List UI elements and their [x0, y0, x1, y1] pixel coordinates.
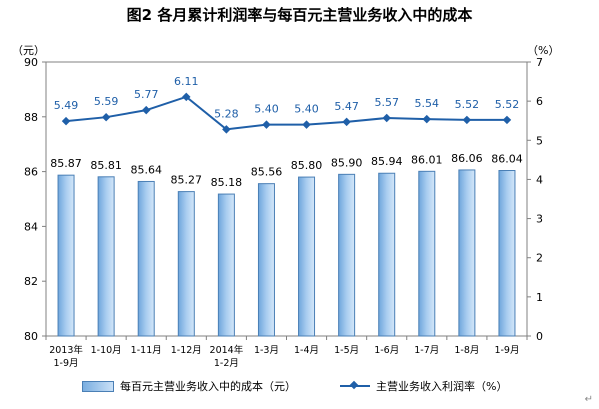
profit-rate-label: 5.52 [455, 98, 480, 111]
x-axis-category-label: 2013年 [49, 344, 83, 356]
left-axis-tick-label: 88 [24, 111, 38, 124]
cost-bar-label: 86.06 [451, 152, 483, 165]
profit-rate-point [262, 120, 271, 129]
legend-item-cost: 每百元主营业务收入中的成本（元） [82, 378, 296, 394]
x-axis-category-label: 1-6月 [374, 345, 399, 356]
cost-bar-label: 85.81 [90, 159, 122, 172]
cost-bar [418, 170, 436, 337]
profit-rate-label: 5.57 [374, 96, 399, 109]
profit-rate-point [462, 115, 472, 125]
left-axis-tick-label: 80 [24, 330, 38, 343]
right-axis-tick-label: 0 [536, 330, 543, 343]
profit-rate-point [382, 113, 391, 123]
left-axis-tick-label: 90 [24, 56, 38, 69]
profit-rate-label: 5.54 [415, 97, 440, 110]
cost-bar-label: 85.18 [211, 176, 243, 189]
right-axis-tick-label: 7 [536, 56, 543, 69]
cost-bar [137, 180, 155, 337]
right-axis-tick-label: 5 [536, 134, 543, 147]
profit-rate-point [222, 125, 231, 134]
x-axis-category-label: 1-12月 [171, 345, 202, 356]
profit-rate-label: 5.52 [495, 98, 520, 111]
legend-item-profit-rate: 主营业务收入利润率（%） [340, 378, 507, 394]
cost-bar-label: 85.87 [50, 157, 82, 170]
profit-rate-point [61, 116, 71, 126]
right-axis-tick-label: 4 [536, 173, 543, 186]
x-axis-category-label: 2014年 [210, 344, 244, 356]
cost-bar-label: 86.04 [491, 153, 523, 166]
cost-bar [298, 176, 316, 337]
cost-bar [498, 170, 516, 337]
cost-bar-label: 85.94 [371, 155, 403, 168]
left-axis-tick-label: 82 [24, 275, 38, 288]
cost-bar-label: 85.27 [171, 174, 203, 187]
profit-rate-point [302, 120, 311, 129]
profit-rate-point [502, 115, 512, 125]
cost-bar [97, 176, 115, 337]
x-axis-category-label: 1-11月 [131, 345, 162, 356]
profit-rate-label: 5.47 [334, 100, 359, 113]
x-axis-category-label: 1-9月 [54, 358, 79, 369]
legend-label-cost: 每百元主营业务收入中的成本（元） [120, 380, 296, 393]
cost-bar [378, 172, 396, 337]
cost-bar [257, 183, 275, 337]
profit-rate-label: 5.40 [254, 103, 279, 116]
x-axis-category-label: 1-8月 [454, 345, 479, 356]
cost-bar-label: 86.01 [411, 153, 443, 166]
cost-bar [177, 191, 195, 337]
profit-rate-label: 5.49 [54, 99, 79, 112]
right-axis-tick-label: 6 [536, 95, 543, 108]
profit-rate-point [101, 112, 111, 122]
chart-title: 图2 各月累计利润率与每百元主营业务收入中的成本 [126, 6, 473, 24]
profit-rate-label: 6.11 [174, 75, 199, 88]
return-mark: ↵ [584, 394, 593, 405]
profit-rate-label: 5.40 [294, 103, 319, 116]
left-axis-tick-label: 86 [24, 166, 38, 179]
cost-bar [458, 169, 476, 337]
cost-bar [217, 193, 235, 337]
cost-bar-label: 85.56 [251, 166, 283, 179]
x-axis-category-label: 1-10月 [91, 345, 122, 356]
cost-bar [57, 174, 75, 337]
profit-rate-label: 5.28 [214, 107, 239, 120]
left-axis-tick-label: 84 [24, 220, 38, 233]
right-axis-tick-label: 2 [536, 252, 543, 265]
right-axis-tick-label: 1 [536, 291, 543, 304]
x-axis-category-label: 1-4月 [294, 345, 319, 356]
x-axis-category-label: 1-3月 [254, 345, 279, 356]
profit-rate-label: 5.59 [94, 95, 119, 108]
cost-bar-label: 85.90 [331, 156, 363, 169]
profit-rate-point [342, 117, 351, 127]
profit-rate-point [422, 114, 432, 124]
cost-bar-label: 85.64 [130, 163, 162, 176]
left-axis-unit: （元） [12, 44, 45, 57]
legend-line-swatch [340, 381, 370, 391]
cost-bar-label: 85.80 [291, 159, 323, 172]
profit-rate-point [182, 92, 191, 102]
x-axis-category-label: 1-9月 [494, 345, 519, 356]
x-axis-category-label: 1-5月 [334, 345, 359, 356]
profit-rate-line [65, 95, 507, 131]
cost-bar [338, 173, 356, 337]
right-axis-unit: （%） [527, 44, 560, 57]
profit-rate-label: 5.77 [134, 88, 159, 101]
profit-rate-point [141, 105, 151, 115]
legend-bar-swatch [82, 380, 114, 392]
right-axis-tick-label: 3 [536, 213, 543, 226]
legend-label-profit-rate: 主营业务收入利润率（%） [376, 380, 508, 393]
x-axis-category-label: 1-7月 [414, 345, 439, 356]
x-axis-category-label: 1-2月 [214, 358, 239, 369]
